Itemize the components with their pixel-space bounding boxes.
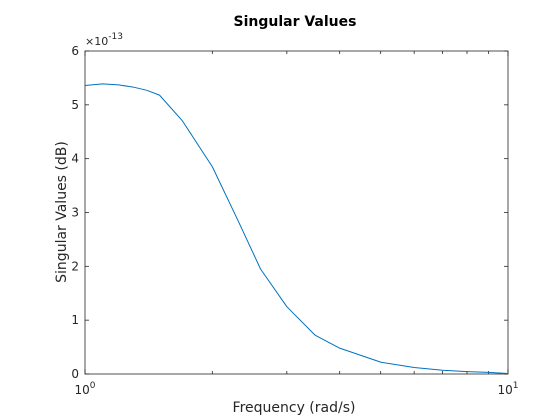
y-tick-label: 0 xyxy=(71,367,79,381)
y-tick-label: 3 xyxy=(71,206,79,220)
y-tick-label: 2 xyxy=(71,259,79,273)
y-tick-label: 6 xyxy=(71,44,79,58)
x-tick-label-base: 10 xyxy=(497,383,512,397)
y-axis-label: Singular Values (dB) xyxy=(54,141,70,283)
y-tick-label: 5 xyxy=(71,98,79,112)
y-ticks: 0 1 2 3 4 5 6 xyxy=(71,44,508,381)
y-tick-label: 4 xyxy=(71,152,79,166)
x-tick-label-exponent: 0 xyxy=(90,381,96,391)
series-layer xyxy=(84,83,509,374)
x-tick-label-base: 10 xyxy=(74,383,89,397)
series-line xyxy=(84,83,509,374)
x-axis-label: Frequency (rad/s) xyxy=(233,400,356,416)
y-multiplier: ×10-13 xyxy=(85,32,123,48)
y-tick-label: 1 xyxy=(71,313,79,327)
chart-title: Singular Values xyxy=(234,14,357,30)
y-multiplier-base: ×10 xyxy=(85,35,108,48)
y-multiplier-exponent: -13 xyxy=(108,32,123,42)
x-tick-label-exponent: 1 xyxy=(513,381,519,391)
x-tick-label: 100 xyxy=(74,381,95,397)
plot-area xyxy=(84,50,509,375)
x-ticks: 100 101 xyxy=(74,51,519,397)
x-tick-label: 101 xyxy=(497,381,518,397)
